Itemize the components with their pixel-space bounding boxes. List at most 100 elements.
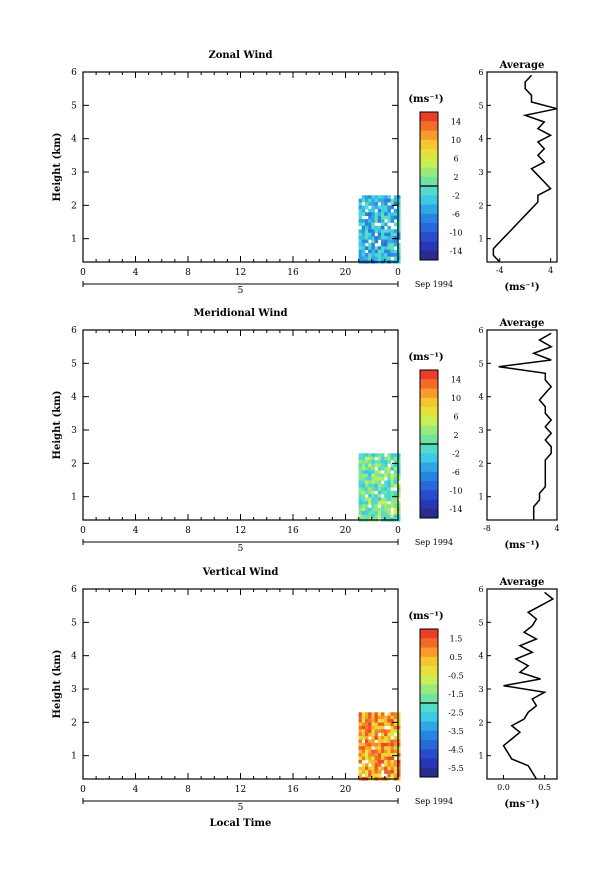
heatmap-cell — [397, 453, 401, 457]
date-label: Sep 1994 — [415, 538, 453, 547]
heatmap-cell — [393, 195, 398, 199]
heatmap-cell — [358, 732, 363, 737]
heatmap-cell — [397, 487, 401, 491]
colorbar-band — [420, 176, 438, 187]
heatmap-cell — [393, 249, 398, 254]
heatmap-cell — [368, 473, 372, 478]
heatmap-cell — [397, 500, 401, 505]
heatmap-cell — [397, 470, 401, 474]
day-label: 5 — [238, 803, 244, 813]
heatmap-cell — [358, 749, 363, 754]
heatmap-cell — [397, 712, 401, 716]
heatmap-cell — [374, 473, 379, 478]
heatmap-cell — [368, 236, 372, 240]
heatmap-cell — [374, 753, 379, 757]
profile-title: Average — [499, 318, 545, 329]
heatmap-cell — [393, 242, 398, 247]
heatmap-cell — [390, 722, 395, 727]
heatmap-cell — [365, 205, 369, 210]
heatmap-cell — [377, 773, 382, 778]
heatmap-cell — [365, 712, 369, 716]
heatmap-cell — [384, 463, 388, 468]
heatmap-cell — [358, 746, 363, 750]
heatmap-cell — [397, 222, 401, 227]
heatmap-cell — [361, 732, 366, 737]
heatmap-cell — [381, 759, 385, 764]
colorbar-band — [420, 730, 438, 741]
heatmap-cell — [377, 487, 382, 491]
heatmap-cell — [381, 729, 385, 733]
heatmap-cell — [387, 453, 391, 457]
heatmap-cell — [393, 212, 398, 216]
heatmap-cell — [393, 712, 398, 716]
heatmap-cell — [384, 729, 388, 733]
heatmap-cell — [390, 219, 395, 223]
heatmap-cell — [368, 507, 372, 512]
colorbar-band — [420, 149, 438, 159]
heatmap-cell — [371, 239, 375, 244]
colorbar-band — [420, 684, 438, 695]
colorbar-tick-label: -6 — [452, 210, 460, 219]
heatmap-cell — [384, 222, 388, 227]
heatmap-cell — [397, 729, 401, 733]
heatmap-cell — [397, 208, 401, 213]
heatmap-cell — [368, 715, 372, 720]
heatmap-cell — [365, 742, 369, 747]
heatmap-cell — [381, 236, 385, 240]
heatmap-cell — [361, 195, 366, 199]
profile-y-tick-label: 3 — [478, 685, 483, 694]
heatmap-cell — [358, 719, 363, 723]
heatmap-cell — [361, 753, 366, 757]
heatmap-cell — [390, 766, 395, 771]
heatmap-cell — [387, 749, 391, 754]
colorbar-band — [420, 223, 438, 233]
heatmap-cell — [393, 215, 398, 220]
heatmap-cell — [361, 729, 366, 733]
heatmap-cell — [381, 460, 385, 464]
profile-y-tick-label: 2 — [478, 459, 483, 468]
heatmap-cell — [358, 463, 363, 468]
heatmap-cell — [374, 514, 379, 519]
heatmap-cell — [384, 215, 388, 220]
heatmap-cell — [387, 773, 391, 778]
day-label: 5 — [238, 544, 244, 554]
heatmap-cell — [397, 463, 401, 468]
heatmap-cell — [377, 490, 382, 495]
heatmap-cell — [393, 466, 398, 471]
heatmap-cell — [393, 232, 398, 237]
heatmap-cell — [358, 497, 363, 502]
heatmap-cell — [397, 763, 401, 767]
heatmap-cell — [387, 242, 391, 247]
heatmap-cell — [361, 225, 366, 230]
heatmap-cell — [387, 253, 391, 257]
heatmap-cell — [361, 722, 366, 727]
heatmap-cell — [361, 242, 366, 247]
y-tick-label: 2 — [71, 201, 77, 211]
heatmap-cell — [361, 746, 366, 750]
heatmap-cell — [397, 236, 401, 240]
heatmap-cell — [365, 514, 369, 519]
x-tick-label: 16 — [287, 268, 299, 278]
heatmap-cell — [368, 466, 372, 471]
heatmap-cell — [358, 770, 363, 774]
heatmap-cell — [361, 229, 366, 233]
heatmap-cell — [384, 466, 388, 471]
heatmap-cell — [387, 473, 391, 478]
heatmap-cell — [377, 232, 382, 237]
heatmap-cell — [358, 773, 363, 778]
heatmap-cell — [377, 722, 382, 727]
heatmap-cell — [381, 736, 385, 740]
colorbar-tick-label: -10 — [450, 486, 463, 495]
heatmap-cell — [361, 480, 366, 485]
profile-y-tick-label: 3 — [478, 168, 483, 177]
heatmap-cell — [365, 719, 369, 723]
heatmap-cell — [361, 766, 366, 771]
x-axis-label: Local Time — [210, 818, 272, 829]
heatmap-cell — [390, 763, 395, 767]
heatmap-cell — [381, 195, 385, 199]
heatmap-cell — [358, 208, 363, 213]
heatmap-cell — [393, 239, 398, 244]
heatmap-cell — [361, 208, 366, 213]
heatmap-cell — [368, 739, 372, 744]
